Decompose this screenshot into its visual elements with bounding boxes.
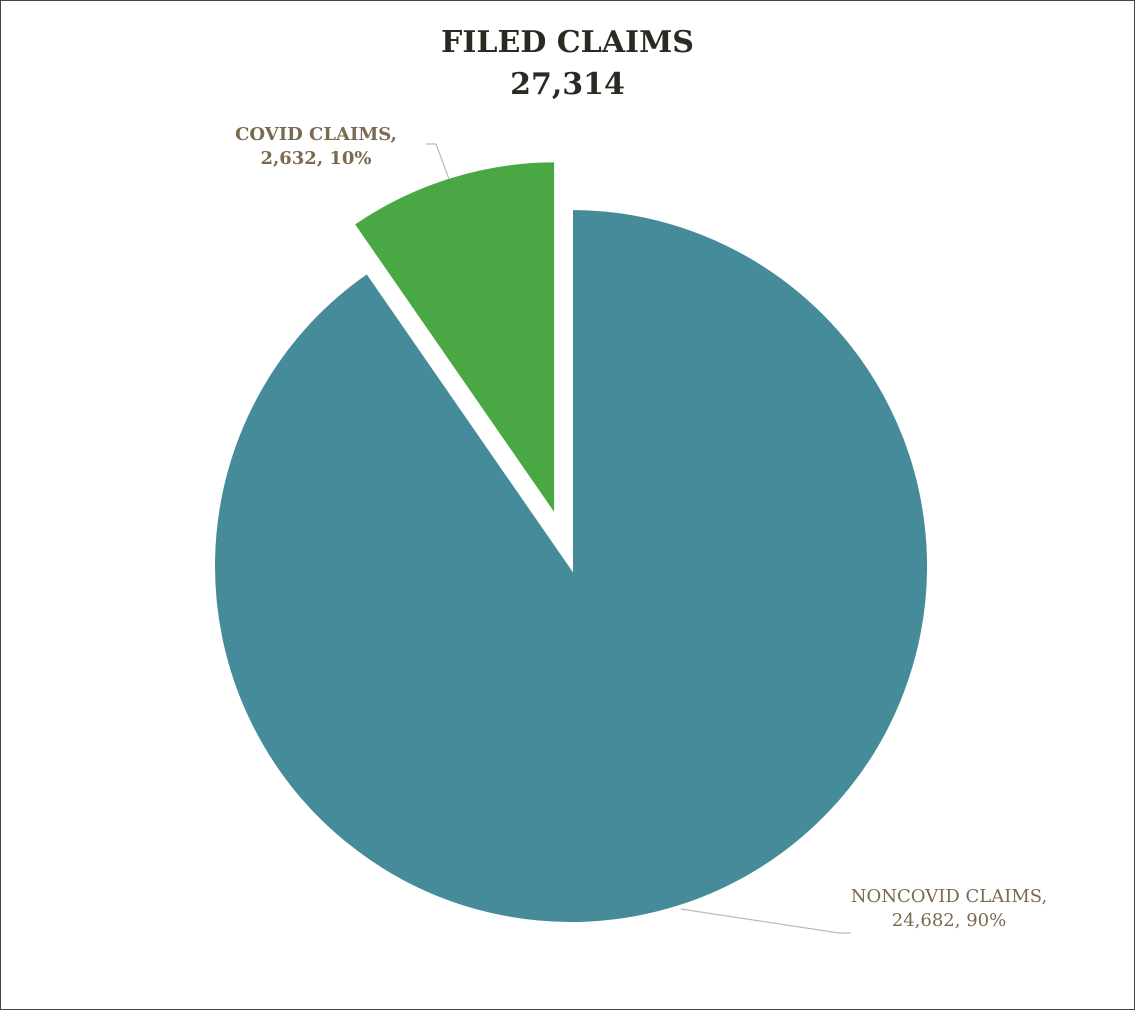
leader-line [426, 143, 450, 180]
chart-subtitle: 27,314 [510, 67, 625, 102]
data-label: NONCOVID CLAIMS, 24,682, 90% [850, 886, 1048, 931]
pie-slice [211, 205, 931, 926]
data-label: COVID CLAIMS, 2,632, 10% [235, 124, 397, 169]
leader-line [680, 908, 851, 934]
pie-slice [349, 158, 559, 525]
chart-title: FILED CLAIMS [441, 25, 694, 60]
